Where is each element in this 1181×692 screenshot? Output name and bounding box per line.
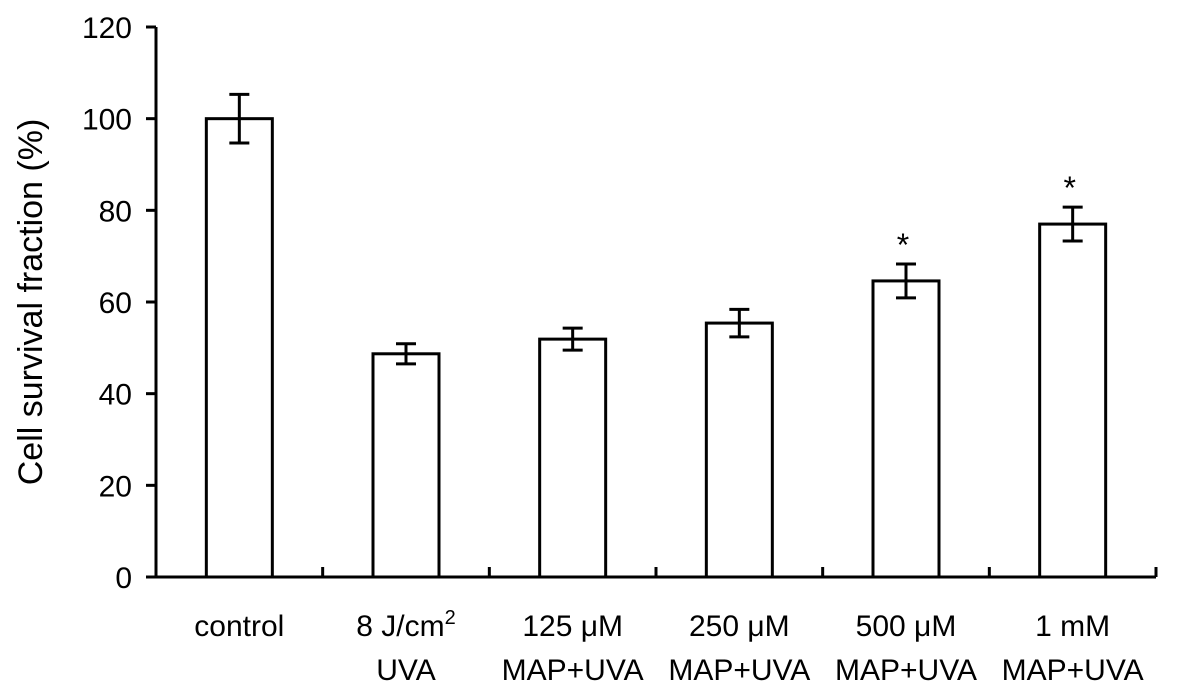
bar xyxy=(204,117,274,579)
significance-marker: * xyxy=(1063,170,1075,206)
x-tick-label: 8 J/cm2 xyxy=(356,607,455,643)
y-tick-label: 20 xyxy=(99,470,132,503)
bar xyxy=(538,337,608,579)
x-tick-label-line2: UVA xyxy=(376,654,435,687)
x-tick-label: 500 μM xyxy=(856,610,957,643)
x-tick-label-line2: MAP+UVA xyxy=(1002,654,1144,687)
x-tick-label-line2: MAP+UVA xyxy=(668,654,810,687)
y-tick-label: 60 xyxy=(99,287,132,320)
x-tick-label: 125 μM xyxy=(522,610,623,643)
bar xyxy=(704,321,774,579)
x-tick-label-line2: MAP+UVA xyxy=(502,654,644,687)
x-tick-label: control xyxy=(194,610,284,643)
y-tick-label: 100 xyxy=(82,104,132,137)
y-tick-label: 40 xyxy=(99,379,132,412)
x-tick-label: 1 mM xyxy=(1035,610,1110,643)
bar xyxy=(371,352,441,579)
y-tick-label: 80 xyxy=(99,195,132,228)
bar xyxy=(871,279,941,579)
bar xyxy=(1038,222,1108,579)
x-tick-label: 250 μM xyxy=(689,610,790,643)
superscript: 2 xyxy=(445,607,456,629)
y-tick-label: 0 xyxy=(115,562,132,595)
significance-marker: * xyxy=(897,227,909,263)
y-axis-label: Cell survival fraction (%) xyxy=(12,119,50,486)
x-tick-label-line2: MAP+UVA xyxy=(835,654,977,687)
y-tick-label: 120 xyxy=(82,12,132,45)
